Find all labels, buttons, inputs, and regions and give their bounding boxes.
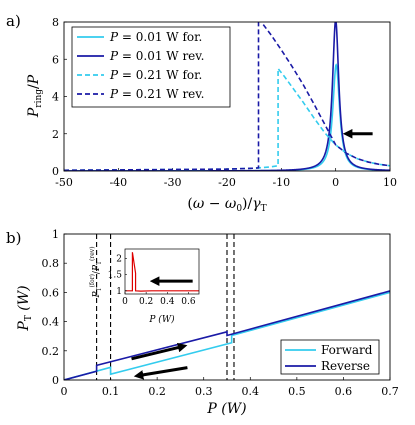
inset-ytick-label: 1	[116, 287, 122, 297]
panel-b-ytick-label: 0.8	[42, 257, 60, 270]
panel-b-axes-box	[63, 233, 391, 381]
panel-b-ytick-label: 0.6	[42, 286, 60, 299]
inset-axes-box	[124, 248, 200, 295]
panel-a-ytick-label: 2	[52, 128, 59, 141]
panel-b-arrow	[133, 366, 188, 380]
inset: 0 0.2 0.4 0.6 1 1.5 2 PT(for)/PT(rev) P (W)	[89, 246, 200, 325]
panel-b-legend-label: Forward	[321, 343, 373, 357]
panel-a: a) -50 -40 -30 -20 -10 0 10 0 2 4 6 8 Pring/P (ω − …	[6, 12, 397, 214]
panel-b-ytick-label: 0.2	[42, 345, 60, 358]
panel-b-xtick-label: 0.2	[148, 385, 166, 398]
panel-a-xtick-label: -30	[164, 176, 182, 189]
inset-series	[125, 252, 199, 292]
panel-a-legend: P = 0.01 W for. P = 0.01 W rev. P = 0.21 W…	[71, 26, 231, 108]
panel-b-xtick-label: 0.7	[381, 385, 399, 398]
panel-b-xtick-label: 0.6	[335, 385, 353, 398]
panel-b-xtick-label: 0.3	[195, 385, 213, 398]
panel-b-xtick-label: 0	[61, 385, 68, 398]
panel-b-ylabel: PT (W)	[16, 285, 34, 331]
panel-a-legend-label: P = 0.01 W rev.	[109, 49, 204, 63]
inset-xtick-label: 0.4	[160, 297, 175, 307]
panel-a-xtick-label: 0	[332, 176, 339, 189]
panel-a-ytick-label: 4	[52, 91, 59, 104]
inset-ylabel: PT(for)/PT(rev)	[89, 246, 103, 298]
inset-ytick-label: 1.5	[108, 271, 123, 281]
panel-a-ytick-label: 0	[52, 165, 59, 178]
panel-b-xlabel: P (W)	[206, 401, 246, 417]
panel-a-series-3	[64, 22, 390, 171]
panel-b-legend-label: Reverse	[321, 359, 370, 373]
panel-b-threshold-lines	[96, 234, 235, 380]
panel-b-xtick-label: 0.4	[242, 385, 260, 398]
panel-b-label: b)	[6, 229, 21, 247]
panel-a-label: a)	[6, 12, 21, 30]
panel-a-legend-label: P = 0.01 W for.	[109, 30, 202, 44]
panel-a-legend-label: P = 0.21 W rev.	[109, 87, 204, 101]
panel-b-ytick-label: 0.4	[42, 316, 60, 329]
inset-xtick-label: 0	[122, 297, 128, 307]
panel-a-legend-label: P = 0.21 W for.	[109, 68, 202, 82]
inset-xtick-label: 0.6	[181, 297, 196, 307]
panel-b-arrows	[131, 342, 188, 380]
panel-a-xtick-label: -40	[109, 176, 127, 189]
panel-b-ytick-label: 0	[52, 374, 59, 387]
panel-b-series	[64, 290, 390, 380]
panel-b-xtick-label: 0.1	[102, 385, 120, 398]
inset-xtick-label: 0.2	[139, 297, 153, 307]
panel-b-arrow	[131, 342, 188, 361]
panel-a-series-2	[64, 66, 390, 171]
panel-b-series-0	[64, 291, 390, 380]
panel-a-xtick-label: 10	[383, 176, 397, 189]
panel-a-xlabel: (ω − ω0)/γT	[187, 196, 266, 214]
panel-b-tick-labels: 0 0.1 0.2 0.3 0.4 0.5 0.6 0.7 0 0.2 0.4 0.6 0.8 1	[42, 228, 399, 398]
panel-b: b) 0 0.1 0.2 0.3 0.4 0.5 0.6 0.700.20.40.60.81 …	[6, 228, 399, 417]
panel-a-ytick-label: 6	[52, 53, 59, 66]
panel-a-tick-labels: -50 -40 -30 -20 -10 0 10 0 2 4 6 8	[52, 16, 397, 189]
panel-a-xtick-label: -50	[55, 176, 73, 189]
inset-series-0	[125, 252, 199, 292]
panel-a-axes-box	[63, 21, 391, 172]
panel-b-legend: Forward Reverse	[280, 339, 380, 375]
panel-b-xtick-label: 0.5	[288, 385, 306, 398]
panel-a-ylabel: Pring/P	[26, 74, 44, 118]
panel-b-ytick-label: 1	[52, 228, 59, 241]
panel-a-xtick-label: -10	[272, 176, 290, 189]
panel-a-xtick-label: -20	[218, 176, 236, 189]
inset-ytick-label: 2	[116, 255, 122, 265]
panel-a-ytick-label: 8	[52, 16, 59, 29]
inset-xlabel: P (W)	[148, 314, 175, 325]
inset-tick-labels: 0 0.2 0.4 0.6 1 1.5 2	[108, 255, 196, 307]
panel-b-series-1	[64, 290, 390, 380]
